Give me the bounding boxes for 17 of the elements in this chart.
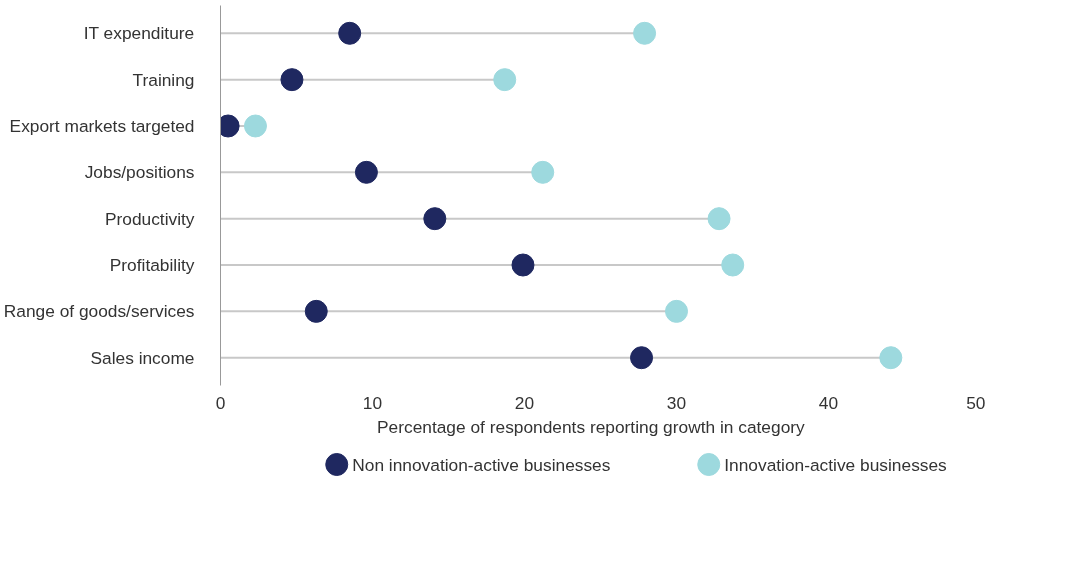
- y-tick-label: IT expenditure: [83, 23, 195, 44]
- x-tick-label: 0: [215, 392, 226, 413]
- y-tick-label: Productivity: [104, 208, 195, 229]
- y-tick-label: Profitability: [109, 255, 195, 276]
- y-tick-label: Training: [132, 69, 195, 90]
- y-tick-label: Jobs/positions: [84, 162, 195, 183]
- y-tick-label: Export markets targeted: [9, 115, 195, 136]
- x-axis-title: Percentage of respondents reporting growth in category: [377, 416, 806, 437]
- y-tick-label: Sales income: [90, 347, 195, 368]
- x-tick-label: 10: [362, 392, 383, 413]
- x-tick-label: 20: [514, 392, 535, 413]
- x-tick-label: 50: [966, 392, 986, 413]
- x-tick-label: 30: [666, 392, 687, 413]
- legend-label: Non innovation-active businesses: [352, 454, 611, 475]
- x-tick-label: 40: [818, 392, 839, 413]
- legend-label: Innovation-active businesses: [724, 454, 948, 475]
- y-tick-label: Range of goods/services: [3, 301, 195, 322]
